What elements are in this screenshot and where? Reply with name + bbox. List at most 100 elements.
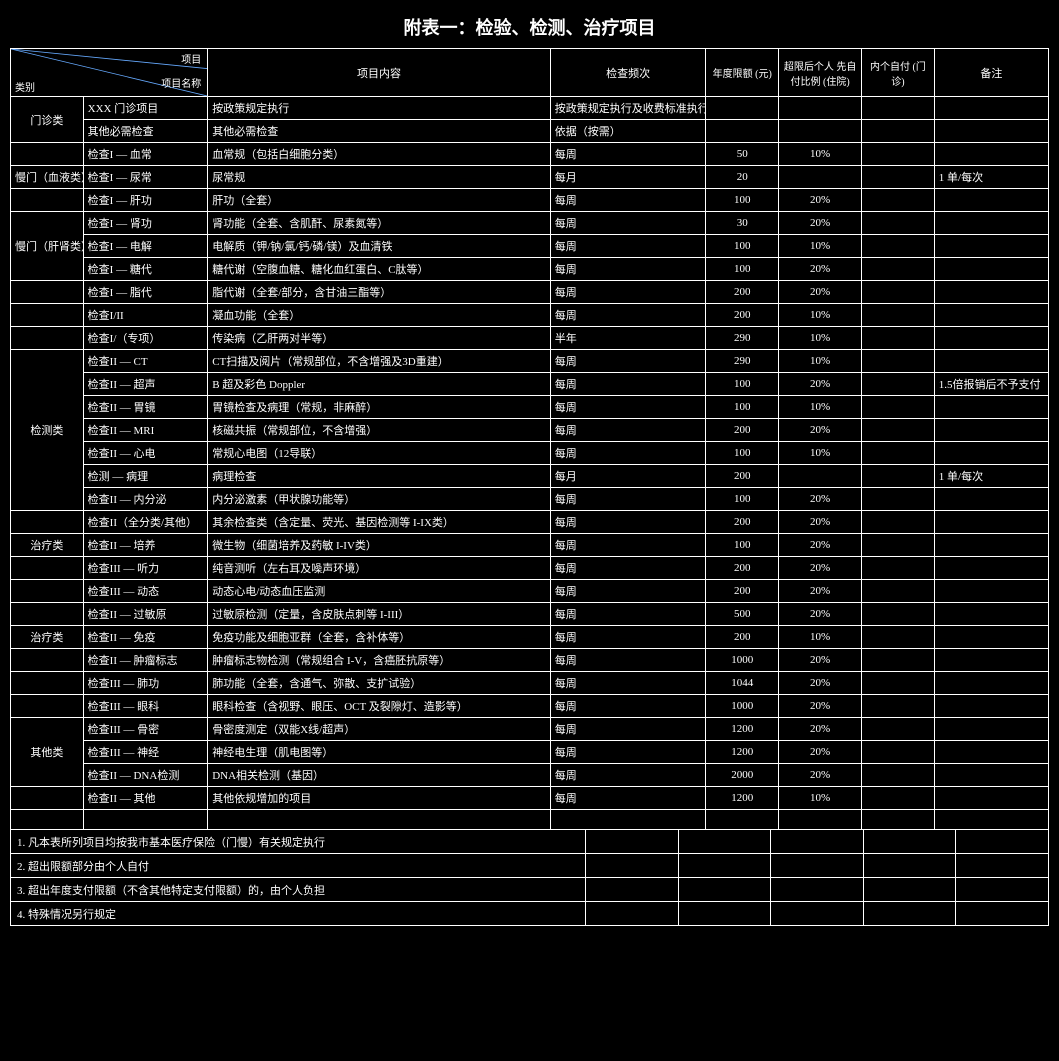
cell-freq: 每月 xyxy=(550,465,706,488)
table-row: 检查II — DNA检测DNA相关检测（基因）每周200020% xyxy=(11,764,1049,787)
cell-limit: 1200 xyxy=(706,787,779,810)
header-freq: 检查频次 xyxy=(550,49,706,97)
cell-limit: 100 xyxy=(706,189,779,212)
cell-name: 病理检查 xyxy=(208,465,551,488)
table-row: 检查III — 听力纯音测听（左右耳及噪声环境）每周20020% xyxy=(11,557,1049,580)
cell-code: 检查I — 血常 xyxy=(83,143,208,166)
header-diagonal: 项目 项目名称 类别 xyxy=(11,49,208,97)
cell-limit: 200 xyxy=(706,304,779,327)
cell-code: 检查II — 心电 xyxy=(83,442,208,465)
cell-self-out xyxy=(862,350,935,373)
footer-empty xyxy=(863,830,956,854)
cell-code: 检查III — 神经 xyxy=(83,741,208,764)
cell-freq: 每周 xyxy=(550,212,706,235)
table-row: 治疗类检查II — 培养微生物（细菌培养及药敏 I-IV类）每周10020% xyxy=(11,534,1049,557)
footer-empty xyxy=(771,878,864,902)
cell-code: 检查II — 免疫 xyxy=(83,626,208,649)
cell-limit: 200 xyxy=(706,626,779,649)
cell-self-out xyxy=(862,166,935,189)
cell-limit: 200 xyxy=(706,511,779,534)
cell-category xyxy=(11,189,84,212)
footer-empty xyxy=(863,854,956,878)
table-row: 检查II — 超声B 超及彩色 Doppler每周10020%1.5倍报销后不予… xyxy=(11,373,1049,396)
cell-freq: 每周 xyxy=(550,143,706,166)
cell-code: XXX 门诊项目 xyxy=(83,97,208,120)
cell-code: 检测 — 病理 xyxy=(83,465,208,488)
cell-self-hosp: 20% xyxy=(779,764,862,787)
cell-name: 神经电生理（肌电图等） xyxy=(208,741,551,764)
empty-cell xyxy=(862,810,935,830)
cell-code: 其他必需检查 xyxy=(83,120,208,143)
footer-row: 1. 凡本表所列项目均按我市基本医疗保险（门慢）有关规定执行 xyxy=(11,830,1049,854)
cell-self-hosp: 20% xyxy=(779,419,862,442)
cell-code: 检查I — 糖代 xyxy=(83,258,208,281)
cell-self-out xyxy=(862,258,935,281)
cell-code: 检查II — 内分泌 xyxy=(83,488,208,511)
cell-code: 检查II — DNA检测 xyxy=(83,764,208,787)
cell-name: 尿常规 xyxy=(208,166,551,189)
cell-note xyxy=(934,764,1048,787)
cell-note xyxy=(934,741,1048,764)
cell-freq: 每周 xyxy=(550,419,706,442)
footer-empty xyxy=(956,878,1049,902)
cell-freq: 每周 xyxy=(550,695,706,718)
table-row: 检测 — 病理病理检查每月2001 单/每次 xyxy=(11,465,1049,488)
cell-freq: 每周 xyxy=(550,741,706,764)
cell-name: 骨密度测定（双能X线/超声） xyxy=(208,718,551,741)
cell-category: 慢门（血液类） xyxy=(11,166,84,189)
cell-category xyxy=(11,281,84,304)
header-selfh: 超限后个人 先自付比例 (住院) xyxy=(779,49,862,97)
cell-self-hosp: 20% xyxy=(779,373,862,396)
cell-code: 检查I — 脂代 xyxy=(83,281,208,304)
cell-name: 其他依规增加的项目 xyxy=(208,787,551,810)
cell-note xyxy=(934,235,1048,258)
table-row: 检测类检查II — CTCT扫描及阅片（常规部位，不含增强及3D重建）每周290… xyxy=(11,350,1049,373)
cell-freq: 每周 xyxy=(550,281,706,304)
cell-limit: 100 xyxy=(706,235,779,258)
cell-code: 检查I — 肝功 xyxy=(83,189,208,212)
cell-self-hosp: 10% xyxy=(779,396,862,419)
cell-freq: 每周 xyxy=(550,396,706,419)
table-row: 检查II — 过敏原过敏原检测（定量，含皮肤点刺等 I-III）每周50020% xyxy=(11,603,1049,626)
table-row: 检查II — 胃镜胃镜检查及病理（常规，非麻醉）每周10010% xyxy=(11,396,1049,419)
cell-limit: 500 xyxy=(706,603,779,626)
cell-self-hosp: 10% xyxy=(779,235,862,258)
cell-code: 检查II — 胃镜 xyxy=(83,396,208,419)
cell-note xyxy=(934,327,1048,350)
cell-self-hosp xyxy=(779,465,862,488)
cell-self-hosp: 10% xyxy=(779,787,862,810)
cell-limit: 290 xyxy=(706,350,779,373)
cell-name: 其余检查类（含定量、荧光、基因检测等 I-IX类） xyxy=(208,511,551,534)
cell-freq: 半年 xyxy=(550,327,706,350)
cell-code: 检查III — 肺功 xyxy=(83,672,208,695)
cell-self-out xyxy=(862,787,935,810)
table-row: 其他必需检查其他必需检查依据（按需） xyxy=(11,120,1049,143)
cell-note xyxy=(934,511,1048,534)
cell-name: 动态心电/动态血压监测 xyxy=(208,580,551,603)
cell-freq: 每周 xyxy=(550,626,706,649)
table-row: 检查II — MRI核磁共振（常规部位，不含增强）每周20020% xyxy=(11,419,1049,442)
cell-code: 检查I — 电解 xyxy=(83,235,208,258)
table-row: 检查III — 动态动态心电/动态血压监测每周20020% xyxy=(11,580,1049,603)
cell-freq: 每周 xyxy=(550,488,706,511)
cell-category: 治疗类 xyxy=(11,626,84,649)
cell-freq: 每周 xyxy=(550,557,706,580)
footer-empty xyxy=(586,902,679,926)
table-row: 门诊类XXX 门诊项目按政策规定执行按政策规定执行及收费标准执行 xyxy=(11,97,1049,120)
cell-freq: 每月 xyxy=(550,166,706,189)
cell-freq: 每周 xyxy=(550,764,706,787)
cell-category xyxy=(11,511,84,534)
diag-label-top: 项目 xyxy=(181,51,201,66)
cell-self-hosp: 20% xyxy=(779,511,862,534)
cell-note xyxy=(934,442,1048,465)
cell-self-hosp: 20% xyxy=(779,649,862,672)
cell-self-out xyxy=(862,718,935,741)
table-row: 检查III — 神经神经电生理（肌电图等）每周120020% xyxy=(11,741,1049,764)
cell-category xyxy=(11,672,84,695)
cell-self-hosp xyxy=(779,97,862,120)
cell-code: 检查II — 超声 xyxy=(83,373,208,396)
table-row: 慢门（肝肾类）检查I — 肾功肾功能（全套、含肌酐、尿素氮等）每周3020% xyxy=(11,212,1049,235)
cell-self-out xyxy=(862,143,935,166)
cell-freq: 每周 xyxy=(550,189,706,212)
cell-limit: 1044 xyxy=(706,672,779,695)
